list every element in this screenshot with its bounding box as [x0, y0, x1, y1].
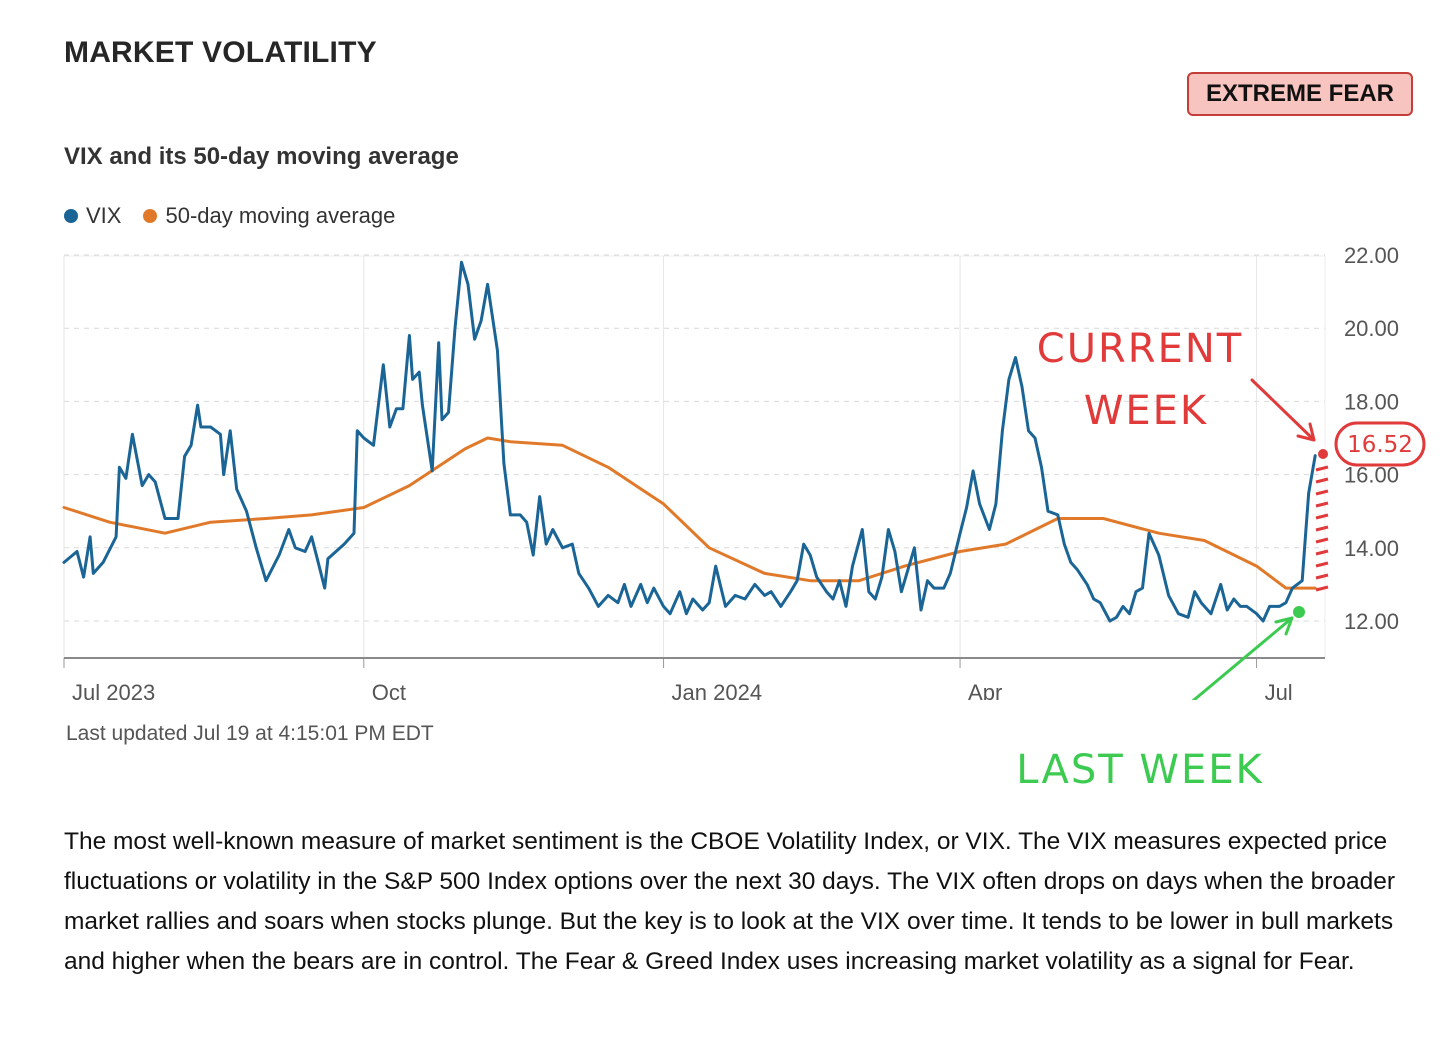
- ma-series-line: [62, 436, 1317, 590]
- x-tick-label: Oct: [372, 680, 406, 700]
- last-week-label-wrap: LAST WEEK: [1016, 747, 1263, 793]
- last-updated: Last updated Jul 19 at 4:15:01 PM EDT: [66, 722, 434, 745]
- y-tick-label: 12.00: [1344, 609, 1399, 634]
- legend-label-vix: VIX: [86, 203, 122, 228]
- current-week-hatch: [1315, 465, 1329, 592]
- current-week-label-line2: WEEK: [1084, 388, 1208, 434]
- current-value-circle: [1334, 421, 1426, 467]
- current-week-label-line1: CURRENT: [1037, 326, 1243, 372]
- last-week-marker: [1293, 606, 1305, 618]
- chart-legend: VIX 50-day moving average: [64, 203, 417, 229]
- chart-series: [62, 260, 1317, 623]
- current-week-marker: [1318, 449, 1328, 459]
- plot-frame: [63, 255, 1326, 659]
- current-week-arrow: [1250, 378, 1316, 442]
- legend-label-ma: 50-day moving average: [165, 203, 396, 228]
- y-tick-label: 16.00: [1344, 463, 1399, 488]
- status-badge: EXTREME FEAR: [1187, 72, 1413, 116]
- description-paragraph: The most well-known measure of market se…: [64, 828, 1396, 975]
- last-week-arrow: [1191, 616, 1294, 700]
- page-title: MARKET VOLATILITY: [64, 36, 377, 69]
- last-week-label: LAST WEEK: [1016, 747, 1263, 793]
- chart-annotations: 16.52 CURRENT WEEK: [1037, 326, 1426, 700]
- x-tick-label: Apr: [968, 680, 1002, 700]
- legend-item-ma[interactable]: 50-day moving average: [143, 203, 395, 229]
- x-tick-label: Jul 2023: [72, 680, 155, 700]
- legend-dot-ma: [143, 209, 158, 223]
- chart-grid: [63, 254, 1326, 659]
- x-tick-label: Jan 2024: [672, 680, 763, 700]
- y-tick-label: 22.00: [1344, 243, 1399, 268]
- legend-dot-vix: [64, 209, 78, 223]
- y-tick-label: 18.00: [1344, 389, 1399, 414]
- legend-item-vix[interactable]: VIX: [64, 203, 121, 229]
- x-tick-label: Jul: [1265, 680, 1293, 700]
- chart-axes: 22.00 20.00 18.00 16.00 14.00 12.00 Jul 2023 Oc…: [63, 243, 1399, 700]
- y-tick-label: 14.00: [1344, 536, 1399, 561]
- chart-title: VIX and its 50-day moving average: [64, 143, 459, 170]
- vix-series-line: [62, 260, 1317, 623]
- current-value-label: 16.52: [1347, 432, 1413, 458]
- y-tick-label: 20.00: [1344, 316, 1399, 341]
- vix-chart: 22.00 20.00 18.00 16.00 14.00 12.00 Jul 2023 Oc…: [62, 243, 1426, 700]
